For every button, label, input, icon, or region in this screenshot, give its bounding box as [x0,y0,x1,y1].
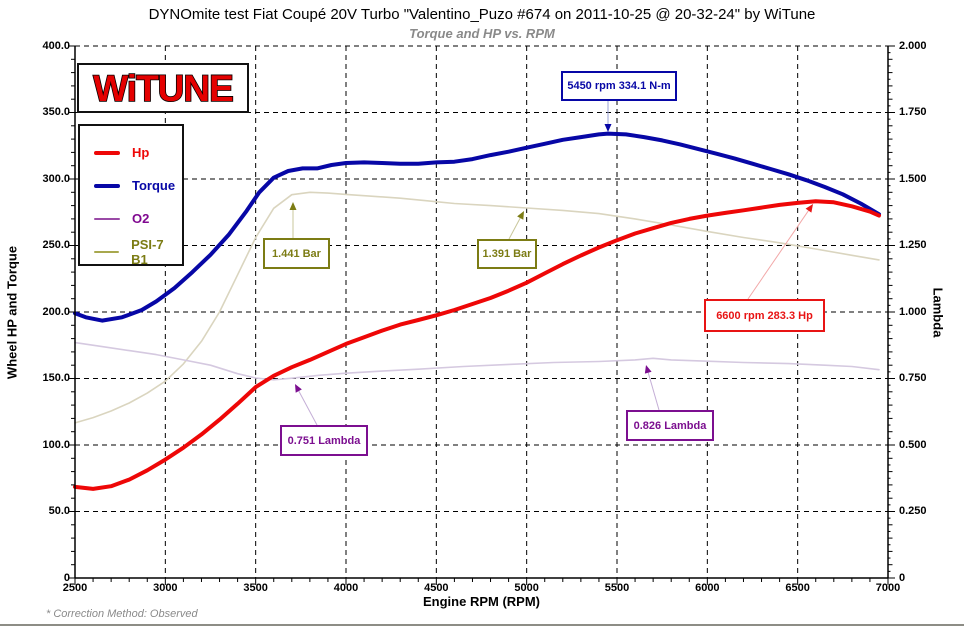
svg-text:WiTUNE: WiTUNE [93,68,233,109]
torque-curve [73,131,881,323]
y-right-tick-label: 0.500 [899,438,927,451]
x-axis-title: Engine RPM (RPM) [423,594,540,609]
y-left-tick-label: 400.0 [42,39,70,52]
annotation-lambda-mid: 0.826 Lambda [626,410,714,441]
legend-label: PSI-7 B1 [131,236,164,267]
annotation-boost-mid: 1.391 Bar [477,239,537,269]
legend-line-sample [94,217,120,220]
annotation-arrowhead [517,211,524,220]
o2-curve [74,341,880,381]
legend-line-sample [94,183,120,188]
y-right-tick-label: 0.750 [899,372,927,384]
annotation-arrow-line [747,208,811,300]
witune-logo: WiTUNE [77,63,249,113]
legend-label: Torque [132,178,176,193]
legend-item-o2[interactable]: O2 [94,202,182,235]
y-left-axis-title: Wheel HP and Torque [4,245,20,380]
annotation-arrow-line [297,389,318,426]
x-tick-label: 6000 [695,582,720,594]
x-tick-label: 2500 [62,582,88,594]
annotation-torque-peak: 5450 rpm 334.1 N-m [561,71,677,101]
annotation-arrow-line [647,370,660,411]
annotation-arrowhead [805,204,813,213]
annotation-arrowhead [644,365,652,374]
annotation-lambda-min: 0.751 Lambda [280,425,368,456]
hp-curve [73,199,881,491]
y-right-tick-label: 0 [899,571,906,584]
x-tick-label: 5500 [604,582,630,594]
correction-method-footnote: * Correction Method: Observed [46,608,198,620]
x-tick-label: 6500 [785,582,810,594]
chart-subtitle: Torque and HP vs. RPM [409,26,555,41]
y-right-tick-label: 2.000 [899,39,927,52]
y-right-tick-label: 1.000 [899,305,927,318]
legend-label: Hp [132,145,150,160]
witune-logo-text: WiTUNE [92,67,235,110]
x-tick-label: 3500 [243,582,268,594]
y-left-tick-label: 50.0 [48,505,70,517]
y-right-tick-label: 1.500 [899,172,927,185]
annotation-boost-peak: 1.441 Bar [263,238,330,269]
y-left-tick-label: 250.0 [42,239,70,251]
y-left-tick-label: 150.0 [42,372,70,384]
y-right-tick-label: 0.250 [899,505,927,517]
annotation-arrowhead [295,384,302,393]
y-right-tick-label: 1.250 [899,239,927,251]
y-left-tick-label: 200.0 [42,305,70,318]
psi-7-b1-curve [74,191,880,424]
annotation-hp-peak: 6600 rpm 283.3 Hp [704,299,825,332]
x-tick-label: 4500 [424,582,449,594]
x-tick-label: 7000 [875,582,901,594]
chart-title: DYNOmite test Fiat Coupé 20V Turbo "Vale… [148,6,816,23]
legend-line-sample [94,150,120,155]
y-left-tick-label: 100.0 [42,438,70,451]
y-right-tick-label: 1.750 [899,106,927,118]
legend-item-torque[interactable]: Torque [94,169,182,202]
x-tick-label: 4000 [333,582,359,594]
x-tick-label: 3000 [153,582,178,594]
annotation-arrow-line [508,216,522,240]
legend: Hp Torque O2 PSI-7 B1 [78,124,184,268]
legend-line-sample [94,250,120,253]
y-left-tick-label: 350.0 [42,106,70,118]
legend-label: O2 [132,211,150,226]
y-left-tick-label: 0 [63,571,70,584]
annotation-arrowhead [604,124,612,132]
legend-item-hp[interactable]: Hp [94,136,182,169]
x-tick-label: 5000 [514,582,539,594]
legend-item-psi-7-b1[interactable]: PSI-7 B1 [94,235,182,268]
annotation-arrowhead [289,202,297,210]
y-left-tick-label: 300.0 [42,172,70,185]
bottom-divider [0,624,964,626]
